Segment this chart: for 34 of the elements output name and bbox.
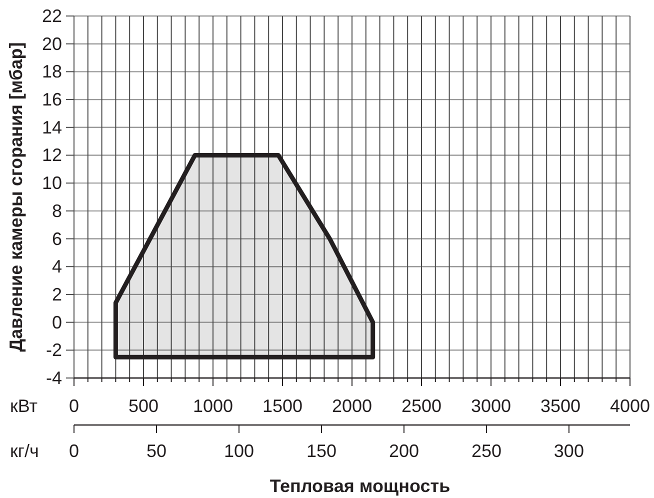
y-tick-label: 8 <box>52 200 62 221</box>
y-tick-label: 10 <box>42 173 62 194</box>
x-tick-label: 0 <box>68 396 80 416</box>
x-tick-label: 500 <box>128 396 159 416</box>
y-tick-label: 20 <box>42 34 62 54</box>
x-tick-label: 1500 <box>262 396 303 416</box>
text: Тепловая мощность <box>270 476 450 496</box>
y-tick-label: 2 <box>52 284 62 304</box>
y-tick-label: 4 <box>52 256 62 277</box>
x-tick-label: 3500 <box>540 396 581 416</box>
y-tick-label: 14 <box>42 117 62 138</box>
x-tick-label: 3000 <box>470 396 512 416</box>
y-axis-title: Давление камеры сгорания [мбар] <box>6 42 26 352</box>
y-tick-label: 16 <box>42 90 62 110</box>
x2-tick-label: 200 <box>388 441 419 461</box>
x2-tick-label: 0 <box>68 441 80 461</box>
y-tick-label: -2 <box>46 340 62 360</box>
x2-tick-label: 100 <box>224 441 254 461</box>
x-tick-label: 1000 <box>192 396 234 416</box>
y-tick-label: 6 <box>52 228 62 249</box>
y-tick-label: 22 <box>42 6 62 26</box>
x2-tick-label: 50 <box>146 441 167 461</box>
x2-tick-label: 150 <box>306 441 336 461</box>
x2-tick-label: 300 <box>554 441 584 461</box>
y-tick-label: 12 <box>42 145 62 166</box>
x-tick-label: 2000 <box>332 396 372 416</box>
x2-axis-title: кг/ч <box>10 441 39 461</box>
y-tick-label: 0 <box>52 312 62 332</box>
x-tick-label: 2500 <box>401 396 442 416</box>
x2-tick-label: 250 <box>471 441 502 461</box>
y-tick-label: 18 <box>42 62 62 82</box>
x-axis-title: кВт <box>10 396 38 416</box>
x-tick-label: 4000 <box>610 396 650 416</box>
y-tick-label: -4 <box>46 368 62 388</box>
